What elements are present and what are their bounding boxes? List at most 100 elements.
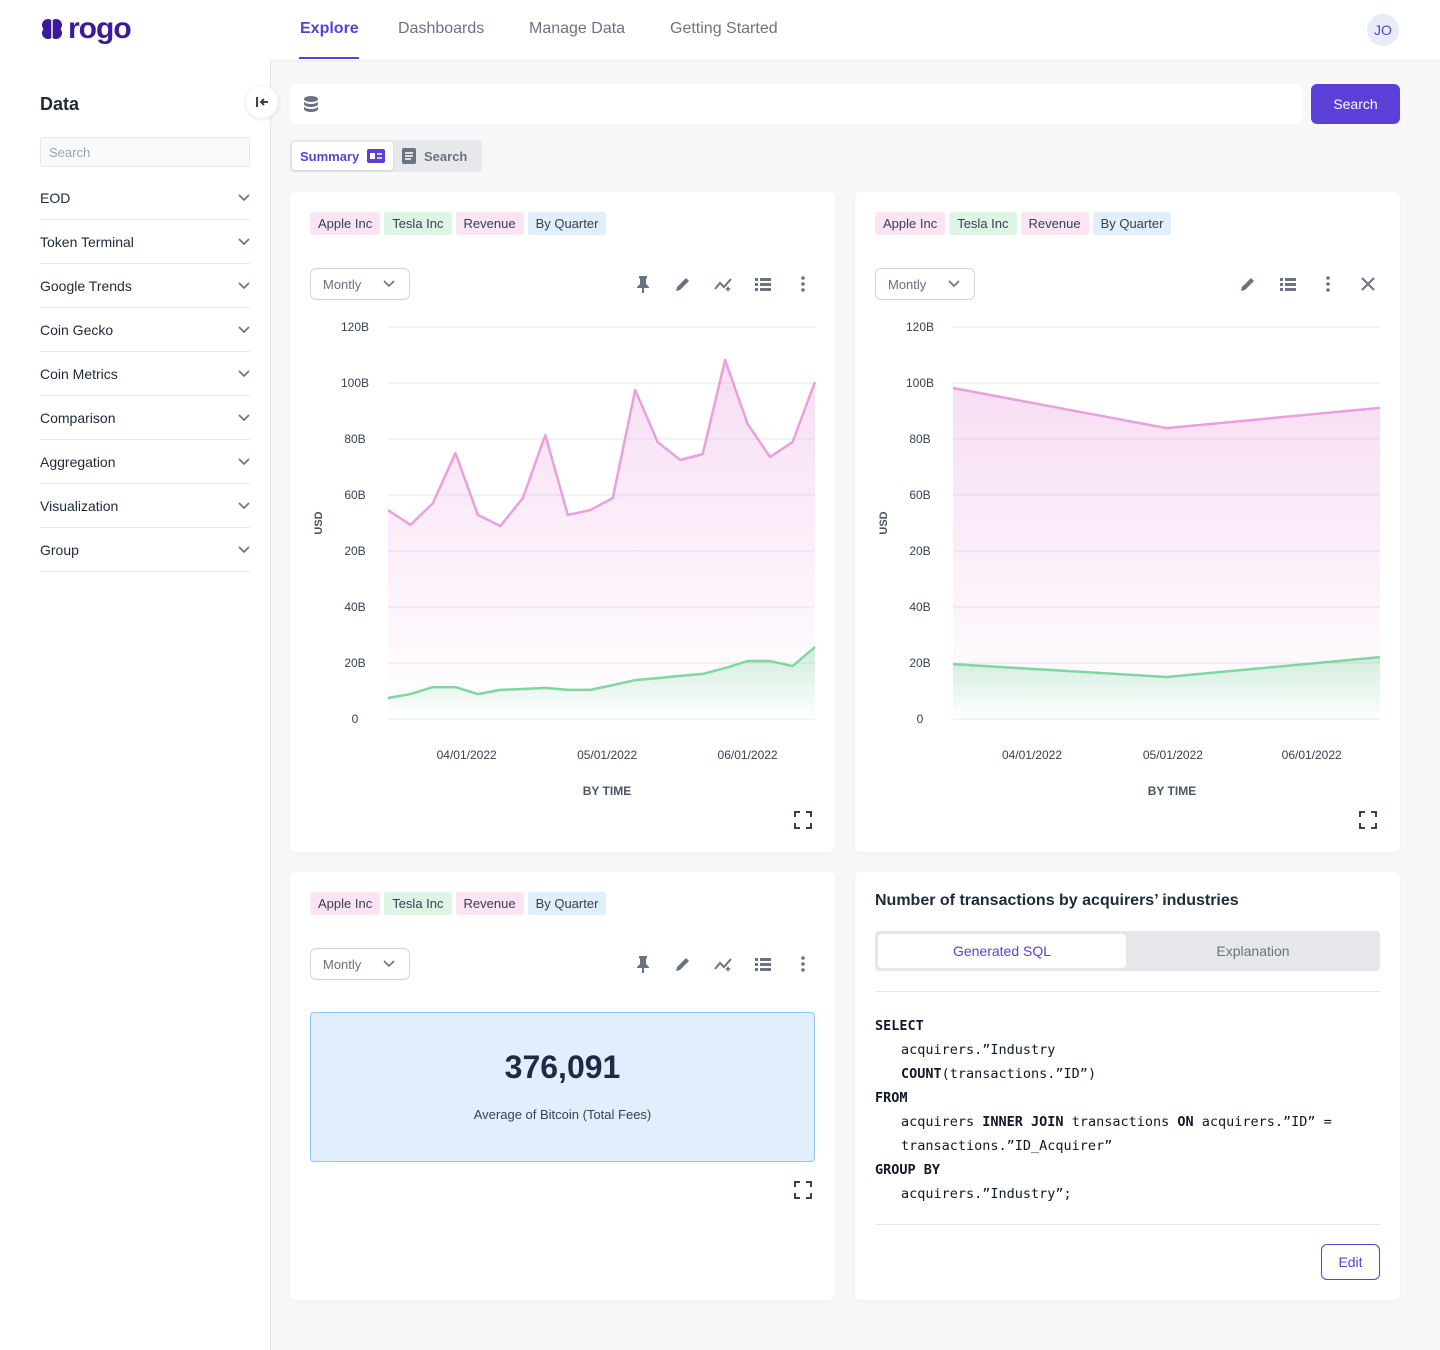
- avatar[interactable]: JO: [1367, 14, 1399, 46]
- sql-keyword: ON: [1177, 1114, 1194, 1130]
- item-label: EOD: [40, 189, 71, 206]
- edit-button[interactable]: Edit: [1321, 1244, 1380, 1280]
- close-icon[interactable]: [1358, 274, 1378, 294]
- nav-tab[interactable]: Manage Data: [529, 20, 626, 37]
- sql-text: acquirers.”Industry”;: [901, 1186, 1072, 1202]
- list-icon[interactable]: [1278, 274, 1298, 294]
- logo[interactable]: rogo: [40, 12, 132, 46]
- tag[interactable]: Apple Inc: [310, 212, 381, 235]
- sidebar-item[interactable]: Token Terminal: [40, 220, 250, 264]
- nav-tab[interactable]: Dashboards: [398, 20, 485, 37]
- list-icon[interactable]: [753, 954, 773, 974]
- expand-icon[interactable]: [793, 810, 813, 830]
- nav-tab[interactable]: Getting Started: [670, 20, 778, 37]
- pencil: [676, 958, 689, 971]
- sidebar-item[interactable]: Coin Gecko: [40, 308, 250, 352]
- list-bar: [760, 963, 771, 966]
- expand-icon[interactable]: [793, 1180, 813, 1200]
- y-tick-label: 0: [352, 712, 359, 726]
- area: [388, 647, 815, 719]
- y-tick-label: 80B: [344, 432, 365, 446]
- dot: [801, 962, 805, 966]
- dots-icon[interactable]: [793, 954, 813, 974]
- list-bar: [760, 958, 771, 961]
- sidebar-item[interactable]: Group: [40, 528, 250, 572]
- tag[interactable]: By Quarter: [527, 892, 607, 915]
- pencil-icon[interactable]: [673, 954, 693, 974]
- view-tab[interactable]: Search: [394, 142, 475, 170]
- tag-list: Apple Inc Tesla Inc Revenue By Quarter: [310, 212, 607, 235]
- tag[interactable]: Revenue: [455, 212, 524, 235]
- divider: [875, 1224, 1380, 1225]
- logo-text: rogo: [68, 12, 132, 45]
- trend-icon[interactable]: [713, 274, 733, 294]
- collapse-button[interactable]: [246, 86, 278, 118]
- list-bar: [760, 283, 771, 286]
- sidebar-item[interactable]: Comparison: [40, 396, 250, 440]
- list-icon[interactable]: [753, 274, 773, 294]
- tag[interactable]: Revenue: [455, 892, 524, 915]
- x-tick-label: 06/01/2022: [1282, 748, 1342, 762]
- sidebar-item[interactable]: Google Trends: [40, 264, 250, 308]
- sidebar-search[interactable]: Search: [40, 137, 250, 167]
- y-tick-label: 0: [917, 712, 924, 726]
- dropdown[interactable]: Montly: [310, 268, 410, 300]
- tag[interactable]: By Quarter: [527, 212, 607, 235]
- sql-tab[interactable]: Generated SQL: [878, 934, 1126, 968]
- y-tick-label: 100B: [906, 376, 934, 390]
- chevron: [238, 237, 250, 245]
- pin: [637, 276, 649, 288]
- expand-icon[interactable]: [1358, 810, 1378, 830]
- pin-icon[interactable]: [633, 954, 653, 974]
- database-icon: [304, 96, 318, 112]
- pencil-icon[interactable]: [673, 274, 693, 294]
- spark: [725, 966, 731, 972]
- chevron-icon: [238, 193, 250, 201]
- pencil-icon[interactable]: [1238, 274, 1258, 294]
- dropdown[interactable]: Montly: [310, 948, 410, 980]
- tag[interactable]: Revenue: [1020, 212, 1089, 235]
- tag[interactable]: Apple Inc: [310, 892, 381, 915]
- sidebar-item[interactable]: Coin Metrics: [40, 352, 250, 396]
- list-dot: [755, 278, 758, 281]
- dots-icon[interactable]: [1318, 274, 1338, 294]
- tag[interactable]: Tesla Inc: [384, 892, 452, 915]
- y-tick-label: 120B: [906, 320, 934, 334]
- y-tick-label: 20B: [344, 544, 365, 558]
- dropdown[interactable]: Montly: [875, 268, 975, 300]
- dots-icon[interactable]: [793, 274, 813, 294]
- sql-keyword: FROM: [875, 1090, 908, 1106]
- tag[interactable]: By Quarter: [1092, 212, 1172, 235]
- line: [952, 655, 1381, 679]
- pin-icon[interactable]: [633, 274, 653, 294]
- dropdown-label: Montly: [323, 276, 362, 292]
- sidebar-item[interactable]: EOD: [40, 176, 250, 220]
- sql-keyword: COUNT: [901, 1066, 942, 1082]
- area: [953, 388, 1380, 719]
- x-tick-label: 04/01/2022: [1002, 748, 1062, 762]
- y-axis-label: USD: [878, 511, 890, 534]
- sql-code: SELECT acquirers.”Industry COUNT(transacti…: [875, 1014, 1332, 1206]
- view-tab[interactable]: Summary: [292, 142, 394, 170]
- collapse-icon: [256, 97, 268, 107]
- y-tick-label: 120B: [341, 320, 369, 334]
- sql-tab[interactable]: Explanation: [1216, 943, 1290, 959]
- tag[interactable]: Tesla Inc: [949, 212, 1017, 235]
- tag-list: Apple Inc Tesla Inc Revenue By Quarter: [310, 892, 607, 915]
- search-bar[interactable]: [290, 84, 1303, 124]
- sidebar-item[interactable]: Visualization: [40, 484, 250, 528]
- tag[interactable]: Tesla Inc: [384, 212, 452, 235]
- dot: [1326, 288, 1330, 292]
- sql-text: acquirers.”Industry: [901, 1042, 1056, 1058]
- sidebar-item[interactable]: Aggregation: [40, 440, 250, 484]
- search-button[interactable]: Search: [1311, 84, 1400, 124]
- trend-icon[interactable]: [713, 954, 733, 974]
- chart: 0 20B 40B 20B 60B 80B 100B 120B 04/01/2022 05/01/…: [313, 320, 817, 798]
- tab-label: Search: [424, 148, 468, 164]
- chevron: [238, 281, 250, 289]
- list-dot: [755, 963, 758, 966]
- tag[interactable]: Apple Inc: [875, 212, 946, 235]
- sidebar: Data Search EOD Token Terminal Google Tren…: [0, 60, 278, 1350]
- kpi-card: 376,091 Average of Bitcoin (Total Fees) …: [290, 872, 835, 1300]
- nav-tab[interactable]: Explore: [300, 20, 359, 37]
